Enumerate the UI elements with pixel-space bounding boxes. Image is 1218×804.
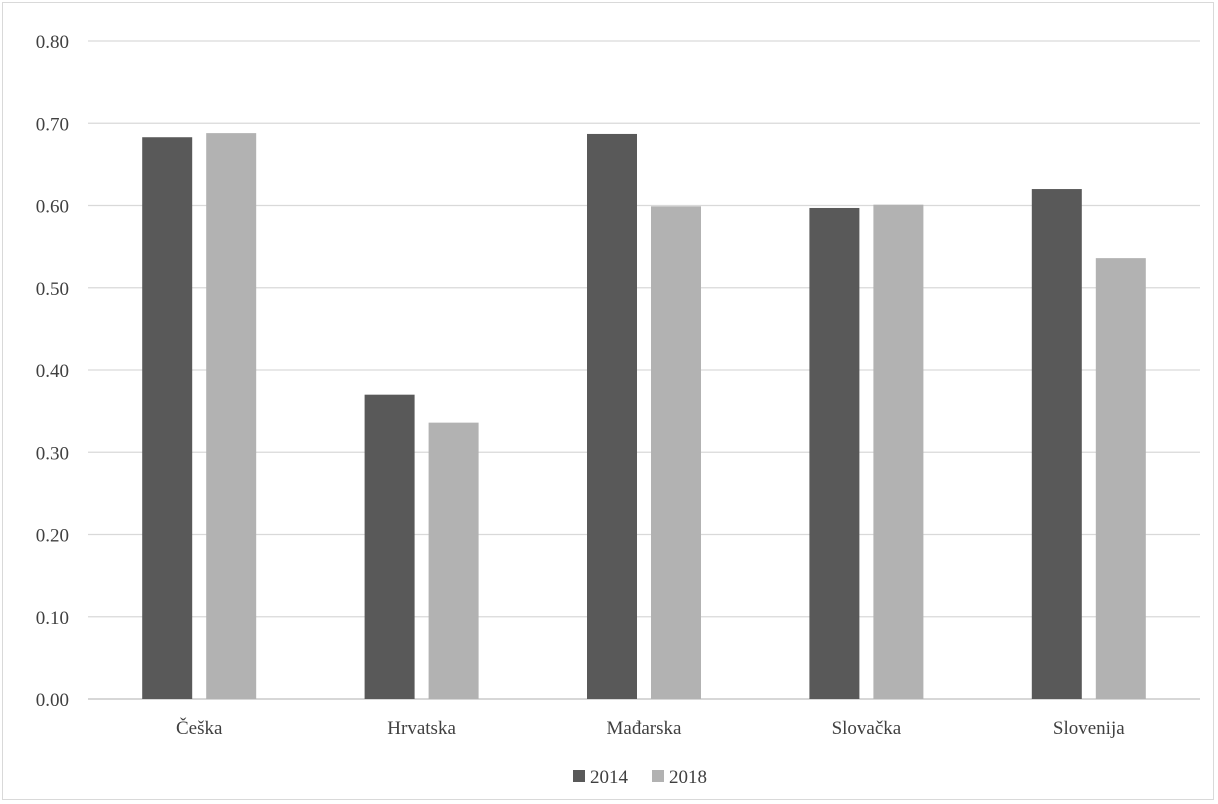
- legend: 2014 2018: [573, 767, 707, 788]
- y-tick-label: 0.60: [36, 197, 69, 218]
- bar-2014: [142, 137, 193, 700]
- bar-2014: [364, 394, 415, 699]
- legend-swatch-2014: [573, 770, 585, 782]
- x-tick-label: Hrvatska: [387, 718, 456, 739]
- y-tick-label: 0.00: [36, 690, 69, 711]
- gridlines: [88, 40, 1200, 700]
- x-tick-label: Slovenija: [1053, 718, 1125, 739]
- bars: [142, 133, 1146, 700]
- y-tick-label: 0.10: [36, 608, 69, 629]
- y-tick-label: 0.30: [36, 443, 69, 464]
- legend-label: 2018: [669, 767, 707, 788]
- x-axis: Češka Hrvatska Mađarska Slovačka Slovenija: [176, 717, 1125, 739]
- y-tick-label: 0.50: [36, 279, 69, 300]
- y-tick-label: 0.20: [36, 526, 69, 547]
- x-tick-label: Češka: [176, 717, 223, 739]
- bar-2018: [651, 206, 701, 699]
- x-tick-label: Mađarska: [607, 718, 682, 739]
- bar-2018: [428, 422, 479, 699]
- bar-2014: [587, 133, 637, 699]
- bar-2014: [1031, 189, 1082, 700]
- y-tick-label: 0.70: [36, 114, 69, 135]
- y-tick-label: 0.80: [36, 32, 69, 53]
- y-axis: 0.00 0.10 0.20 0.30 0.40 0.50 0.60 0.70 0.80: [36, 32, 69, 711]
- legend-label: 2014: [590, 767, 629, 788]
- bar-2018: [206, 133, 257, 699]
- bar-2014: [809, 207, 860, 699]
- legend-swatch-2018: [652, 770, 664, 782]
- bar-2018: [873, 204, 924, 700]
- y-tick-label: 0.40: [36, 361, 69, 382]
- x-tick-label: Slovačka: [832, 718, 902, 739]
- bar-2018: [1095, 258, 1146, 699]
